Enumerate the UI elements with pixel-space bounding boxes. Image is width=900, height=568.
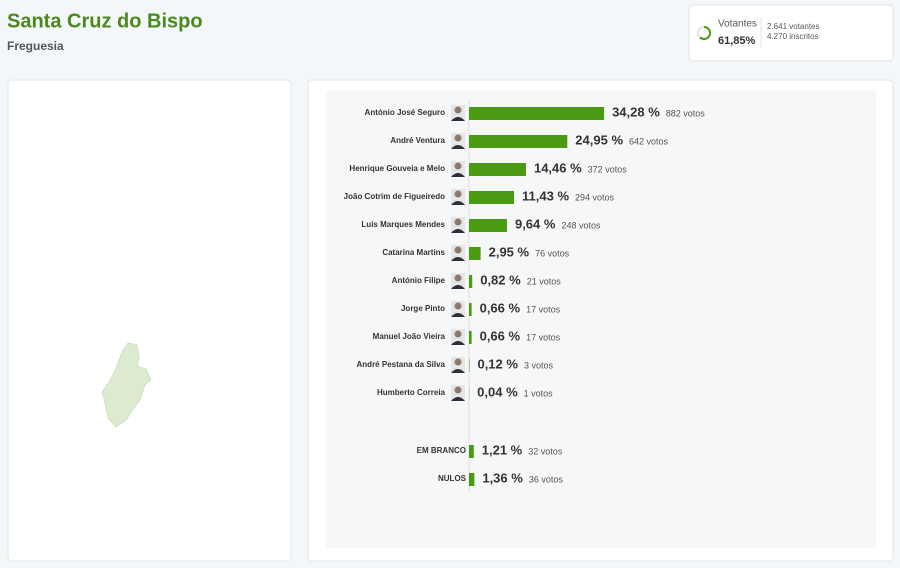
- avatar-head: [454, 134, 462, 142]
- votes-label: 642 votos: [629, 136, 669, 146]
- percent-label: 0,12 %: [477, 356, 518, 371]
- turnout-card: [688, 4, 894, 62]
- votes-label: 372 votos: [588, 164, 628, 174]
- avatar-body: [451, 341, 465, 345]
- page-title: Santa Cruz do Bispo: [7, 10, 203, 32]
- avatar-head: [454, 274, 462, 282]
- candidate-name: EM BRANCO: [417, 446, 466, 455]
- candidate-name: NULOS: [438, 474, 467, 483]
- candidate-name: João Cotrim de Figueiredo: [344, 192, 445, 201]
- candidate-name: António José Seguro: [365, 108, 446, 117]
- turnout-percent: 61,85%: [718, 35, 756, 47]
- percent-label: 0,82 %: [480, 272, 521, 287]
- bar: [469, 191, 515, 204]
- avatar-head: [454, 106, 462, 114]
- candidate-name: Humberto Correia: [377, 388, 446, 397]
- turnout-label: Votantes: [718, 19, 757, 30]
- candidate-name: Luís Marques Mendes: [361, 220, 445, 229]
- avatar-body: [451, 229, 465, 233]
- bar: [469, 247, 481, 260]
- results-area: [326, 90, 876, 548]
- percent-label: 0,04 %: [477, 384, 518, 399]
- candidate-name: Catarina Martins: [382, 248, 445, 257]
- bar: [469, 445, 474, 458]
- page-subtitle: Freguesia: [7, 39, 64, 53]
- bar: [469, 107, 605, 120]
- votes-label: 17 votos: [526, 304, 561, 314]
- avatar-head: [454, 190, 462, 198]
- avatar-head: [454, 218, 462, 226]
- votes-label: 1 votos: [524, 388, 554, 398]
- percent-label: 1,21 %: [482, 442, 523, 457]
- percent-label: 11,43 %: [522, 188, 569, 203]
- bar: [469, 219, 507, 232]
- avatar-head: [454, 162, 462, 170]
- votes-label: 21 votos: [527, 276, 562, 286]
- votes-label: 248 votos: [561, 220, 601, 230]
- percent-label: 14,46 %: [534, 160, 582, 175]
- avatar-body: [451, 397, 465, 401]
- turnout-ring: [699, 26, 711, 40]
- percent-label: 1,36 %: [482, 470, 523, 485]
- avatar-head: [454, 246, 462, 254]
- avatar-body: [451, 285, 465, 289]
- percent-label: 0,66 %: [480, 300, 521, 315]
- bar: [469, 275, 473, 288]
- bar: [469, 135, 568, 148]
- bar: [469, 163, 526, 176]
- percent-label: 34,28 %: [612, 104, 660, 119]
- avatar-head: [454, 302, 462, 310]
- avatar-body: [451, 313, 465, 317]
- avatar-head: [454, 358, 462, 366]
- votes-label: 3 votos: [524, 360, 554, 370]
- avatar-body: [451, 145, 465, 149]
- percent-label: 0,66 %: [480, 328, 521, 343]
- avatar-head: [454, 386, 462, 394]
- votes-label: 294 votos: [575, 192, 615, 202]
- votes-label: 32 votos: [528, 446, 563, 456]
- candidate-name: Jorge Pinto: [401, 304, 445, 313]
- votes-label: 36 votos: [529, 474, 564, 484]
- candidate-name: Manuel João Vieira: [373, 332, 446, 341]
- percent-label: 9,64 %: [515, 216, 556, 231]
- avatar-body: [451, 117, 465, 121]
- percent-label: 24,95 %: [575, 132, 623, 147]
- avatar-body: [451, 257, 465, 261]
- candidate-name: António Filipe: [392, 276, 446, 285]
- votes-label: 17 votos: [526, 332, 561, 342]
- map-panel: [7, 79, 292, 562]
- avatar-body: [451, 369, 465, 373]
- voters: 2.641 votantes: [767, 22, 819, 31]
- map-area: [101, 342, 152, 428]
- bar: [469, 331, 472, 344]
- percent-label: 2,95 %: [489, 244, 530, 259]
- candidate-name: Henrique Gouveia e Melo: [349, 164, 445, 173]
- votes-label: 76 votos: [535, 248, 570, 258]
- avatar-head: [454, 330, 462, 338]
- candidate-name: André Pestana da Silva: [357, 360, 446, 369]
- registered: 4.270 inscritos: [767, 32, 819, 41]
- candidate-name: André Ventura: [390, 136, 445, 145]
- bar: [469, 303, 472, 316]
- avatar-body: [451, 201, 465, 205]
- votes-label: 882 votos: [666, 108, 706, 118]
- bar: [469, 473, 475, 486]
- avatar-body: [451, 173, 465, 177]
